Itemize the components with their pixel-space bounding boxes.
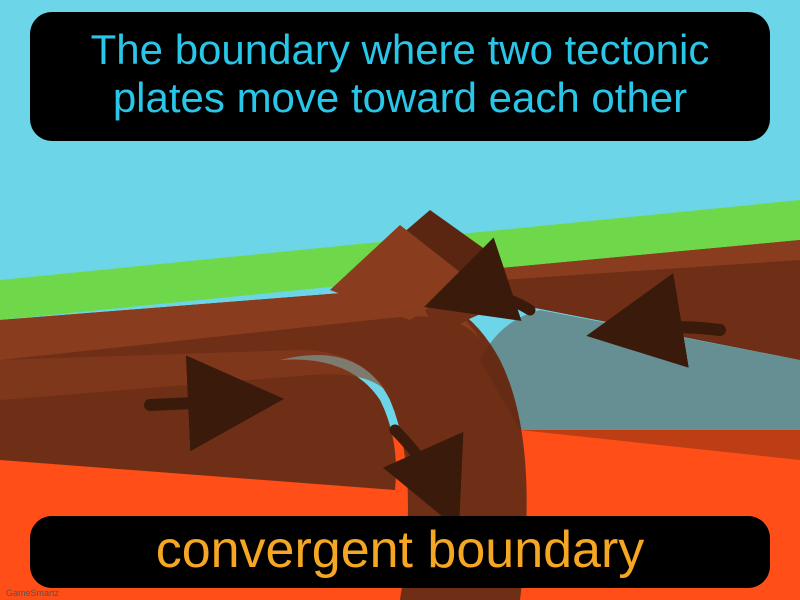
diagram-canvas: The boundary where two tectonic plates m… <box>0 0 800 600</box>
left-plate-arrow <box>150 400 260 405</box>
right-plate-arrow <box>610 327 720 332</box>
watermark-text: GameSmartz <box>6 588 59 598</box>
definition-text: The boundary where two tectonic plates m… <box>50 26 750 123</box>
definition-box: The boundary where two tectonic plates m… <box>30 12 770 141</box>
term-text: convergent boundary <box>156 524 645 576</box>
term-box: convergent boundary <box>30 516 770 588</box>
